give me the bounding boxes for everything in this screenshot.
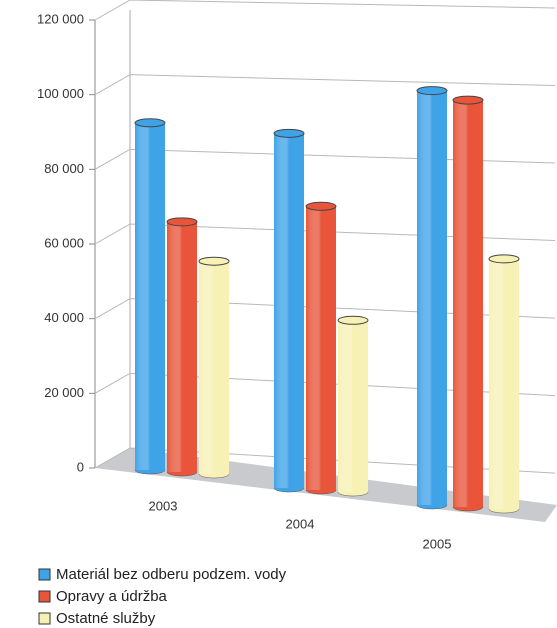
bar-shade <box>417 90 447 505</box>
legend-label: Ostatné služby <box>56 610 156 627</box>
y-tick-label: 80 000 <box>44 161 84 176</box>
bar-shade <box>135 122 165 471</box>
grid-line <box>94 372 556 397</box>
bar-shade <box>338 320 368 492</box>
bar-top <box>134 118 166 128</box>
bar-shade <box>199 261 229 474</box>
legend-swatch <box>38 612 51 625</box>
bar-shade <box>453 100 483 508</box>
y-tick-label: 100 000 <box>37 86 84 101</box>
bar-shade <box>274 133 304 489</box>
grid-line <box>94 298 556 320</box>
grid-line <box>94 148 556 170</box>
grid-line <box>94 74 556 96</box>
legend-label: Opravy a údržba <box>56 588 168 605</box>
bar-top <box>452 95 484 105</box>
bar-top <box>337 315 369 325</box>
bar-top <box>273 128 305 138</box>
x-tick-label: 2003 <box>149 498 178 513</box>
legend-swatch <box>38 590 51 603</box>
bar-shade <box>489 258 519 509</box>
bar-shade <box>167 221 197 472</box>
legend-label: Materiál bez odberu podzem. vody <box>56 566 287 583</box>
grid-line <box>94 447 556 474</box>
x-tick-label: 2005 <box>423 536 452 551</box>
y-tick-label: 60 000 <box>44 235 84 250</box>
bar-top <box>198 256 230 266</box>
x-tick-label: 2004 <box>286 516 315 531</box>
bar-top <box>416 86 448 96</box>
y-tick-label: 20 000 <box>44 385 84 400</box>
legend-swatch <box>38 568 51 581</box>
bar-top <box>305 201 337 211</box>
grid-line <box>94 0 556 21</box>
y-tick-label: 120 000 <box>37 11 84 26</box>
bar-top <box>166 217 198 227</box>
grid-line <box>94 223 556 245</box>
bar-shade <box>306 206 336 490</box>
y-tick-label: 40 000 <box>44 310 84 325</box>
bar-top <box>488 254 520 264</box>
y-tick-label: 0 <box>77 459 84 474</box>
